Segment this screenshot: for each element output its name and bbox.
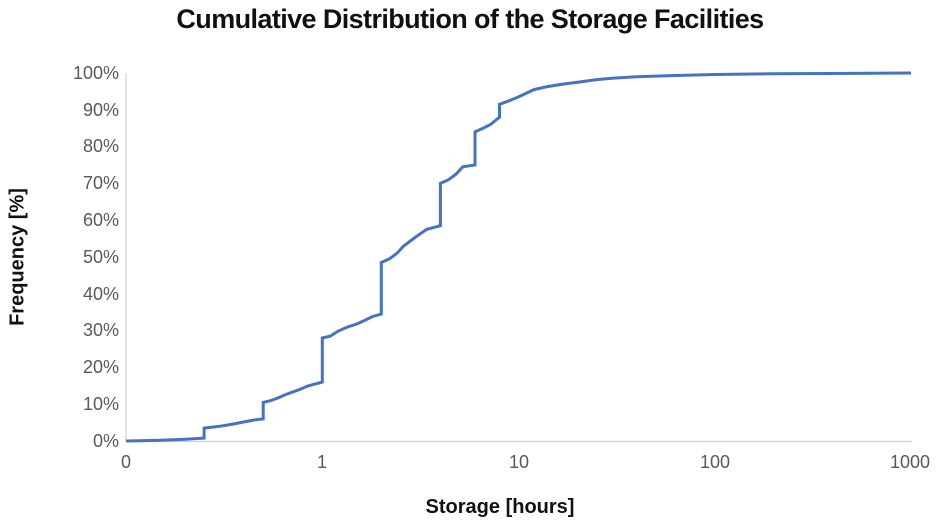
y-tick: 20% [82,357,119,377]
chart-title: Cumulative Distribution of the Storage F… [176,4,764,34]
y-tick: 80% [82,136,119,156]
y-tick: 10% [82,394,119,414]
x-tick: 1000 [889,452,931,472]
y-tick: 30% [82,320,119,340]
x-tick: 100 [699,452,731,472]
y-tick: 60% [82,210,119,230]
y-tick: 0% [92,431,119,451]
x-tick: 1 [316,452,328,472]
x-axis-label: Storage [hours] [425,496,575,518]
y-tick: 70% [82,173,119,193]
y-tick: 100% [72,63,119,83]
y-tick: 40% [82,284,119,304]
y-tick: 50% [82,247,119,267]
cdf-series-line [125,71,912,443]
y-tick: 90% [82,100,119,120]
x-tick: 10 [508,452,530,472]
x-tick: 0 [120,452,132,472]
